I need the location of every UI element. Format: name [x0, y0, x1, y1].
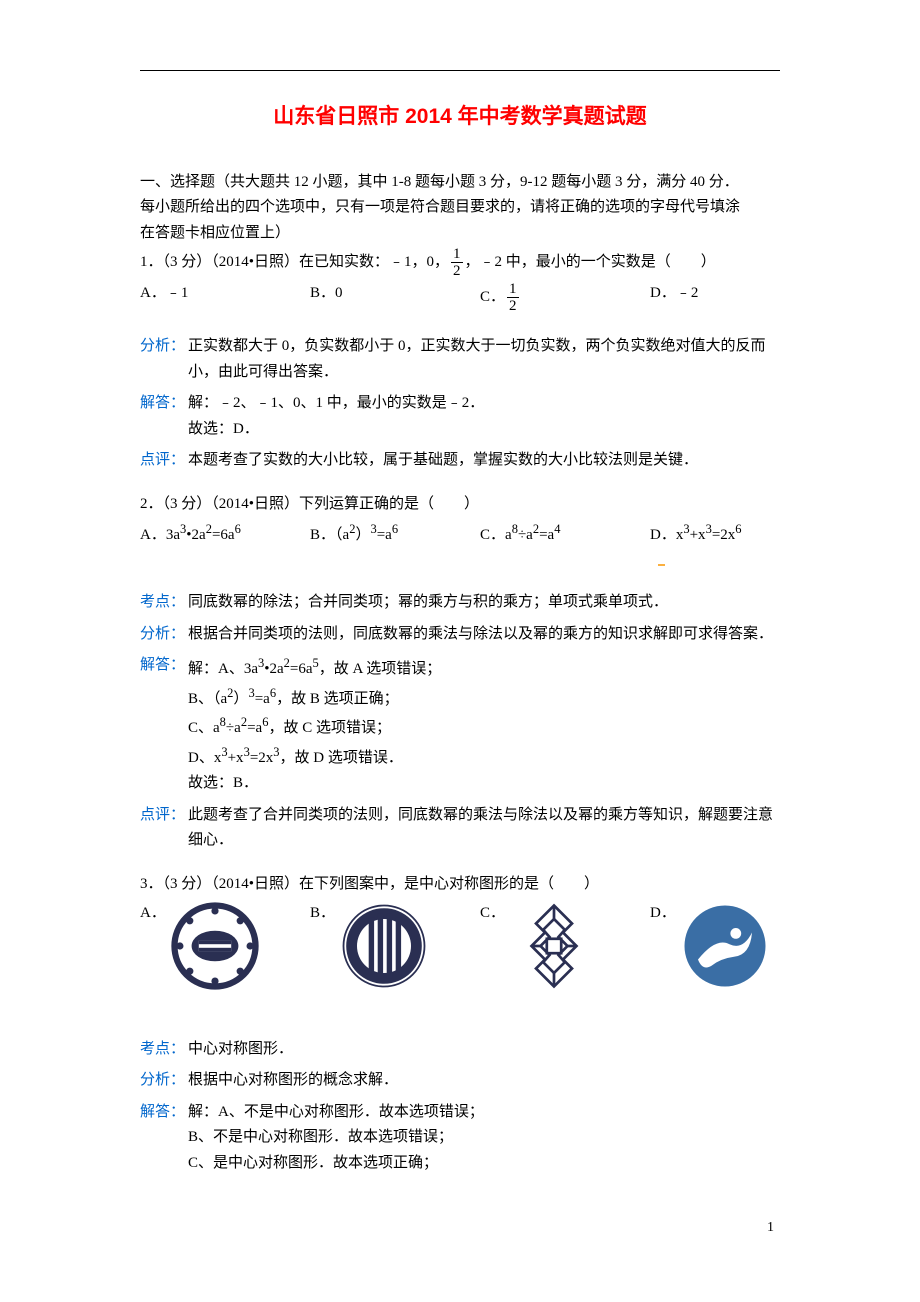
kaodian-text: 同底数幂的除法；合并同类项；幂的乘方与积的乘方；单项式乘单项式． — [188, 590, 780, 616]
q1-answer: 解答： 解：﹣2、﹣1、0、1 中，最小的实数是﹣2． 故选：D． — [140, 391, 780, 442]
analysis-text: 正实数都大于 0，负实数都小于 0，正实数大于一切负实数，两个负实数绝对值大的反… — [188, 334, 780, 385]
q3-options: A． B． — [140, 901, 780, 1001]
q3-option-c: C． — [480, 901, 650, 1001]
answer-line: 解：A、3a3•2a2=6a5，故 A 选项错误； — [188, 653, 780, 683]
fraction-bottom: 2 — [507, 298, 519, 314]
section-intro-line: 在答题卡相应位置上） — [140, 221, 780, 247]
option-label: D． — [650, 901, 676, 927]
answer-line: D、x3+x3=2x3，故 D 选项错误． — [188, 742, 780, 772]
q2-analysis: 分析： 根据合并同类项的法则，同底数幂的乘法与除法以及幂的乘方的知识求解即可求得… — [140, 622, 780, 648]
analysis-label: 分析： — [140, 622, 188, 648]
top-rule — [140, 70, 780, 71]
option-label: B． — [310, 527, 335, 543]
answer-body: 解：A、3a3•2a2=6a5，故 A 选项错误； B、（a2）3=a6，故 B… — [188, 653, 780, 797]
review-text: 此题考查了合并同类项的法则，同底数幂的乘法与除法以及幂的乘方等知识，解题要注意细… — [188, 803, 780, 854]
q1-option-c: C．12 — [480, 281, 650, 314]
q2-option-a: A．3a3•2a2=6a6 — [140, 519, 310, 549]
emblem-icon — [680, 901, 770, 1001]
q2-option-c: C．a8÷a2=a4 — [480, 519, 650, 549]
option-text: 0 — [335, 285, 343, 301]
document-title: 山东省日照市 2014 年中考数学真题试题 — [140, 99, 780, 135]
kaodian-text: 中心对称图形． — [188, 1037, 780, 1063]
q2-option-b: B．（a2）3=a6 — [310, 519, 480, 549]
option-text: 3a3•2a2=6a6 — [166, 527, 241, 543]
fraction: 12 — [451, 246, 463, 279]
q2-answer: 解答： 解：A、3a3•2a2=6a5，故 A 选项错误； B、（a2）3=a6… — [140, 653, 780, 797]
emblem-icon — [509, 901, 599, 1001]
option-text: ﹣2 — [676, 285, 699, 301]
review-text: 本题考查了实数的大小比较，属于基础题，掌握实数的大小比较法则是关键． — [188, 448, 780, 474]
answer-line: C、a8÷a2=a6，故 C 选项错误； — [188, 712, 780, 742]
analysis-label: 分析： — [140, 334, 188, 385]
emblem-icon — [170, 901, 260, 1001]
q3-answer: 解答： 解：A、不是中心对称图形．故本选项错误； B、不是中心对称图形．故本选项… — [140, 1100, 780, 1177]
q2-options: A．3a3•2a2=6a6 B．（a2）3=a6 C．a8÷a2=a4 D．x3… — [140, 519, 780, 549]
q2-review: 点评： 此题考查了合并同类项的法则，同底数幂的乘法与除法以及幂的乘方等知识，解题… — [140, 803, 780, 854]
option-label: B． — [310, 285, 335, 301]
q1-review: 点评： 本题考查了实数的大小比较，属于基础题，掌握实数的大小比较法则是关键． — [140, 448, 780, 474]
q2-kaodian: 考点： 同底数幂的除法；合并同类项；幂的乘方与积的乘方；单项式乘单项式． — [140, 590, 780, 616]
answer-body: 解：A、不是中心对称图形．故本选项错误； B、不是中心对称图形．故本选项错误； … — [188, 1100, 780, 1177]
q3-option-a: A． — [140, 901, 310, 1001]
q1-stem-suffix: ，﹣2 中，最小的一个实数是（ ） — [465, 254, 716, 270]
option-label: D． — [650, 285, 676, 301]
q3-option-b: B． — [310, 901, 480, 1001]
q3-stem: 3．（3 分）（2014•日照）在下列图案中，是中心对称图形的是（ ） — [140, 872, 780, 898]
analysis-label: 分析： — [140, 1068, 188, 1094]
q1-stem: 1．（3 分）（2014•日照）在已知实数：﹣1，0，12，﹣2 中，最小的一个… — [140, 246, 780, 279]
option-label: A． — [140, 285, 166, 301]
q2-stem: 2．（3 分）（2014•日照）下列运算正确的是（ ） — [140, 492, 780, 518]
answer-line: 故选：B． — [188, 771, 780, 797]
option-text: （a2）3=a6 — [335, 527, 398, 543]
fraction-top: 1 — [507, 281, 519, 298]
q1-option-a: A．﹣1 — [140, 281, 310, 314]
q3-analysis: 分析： 根据中心对称图形的概念求解． — [140, 1068, 780, 1094]
fraction-bottom: 2 — [451, 263, 463, 279]
review-label: 点评： — [140, 803, 188, 854]
option-text: a8÷a2=a4 — [505, 527, 560, 543]
kaodian-label: 考点： — [140, 590, 188, 616]
answer-line: B、（a2）3=a6，故 B 选项正确； — [188, 683, 780, 713]
q2-option-d: D．x3+x3=2x6 — [650, 519, 780, 549]
q3-option-d: D． — [650, 901, 780, 1001]
option-label: C． — [480, 289, 505, 305]
q1-option-d: D．﹣2 — [650, 281, 780, 314]
answer-line: 故选：D． — [188, 417, 780, 443]
option-label: A． — [140, 527, 166, 543]
fraction-top: 1 — [451, 246, 463, 263]
q1-options: A．﹣1 B．0 C．12 D．﹣2 — [140, 281, 780, 314]
analysis-text: 根据中心对称图形的概念求解． — [188, 1068, 780, 1094]
q1-analysis: 分析： 正实数都大于 0，负实数都小于 0，正实数大于一切负实数，两个负实数绝对… — [140, 334, 780, 385]
page-number: 1 — [140, 1216, 780, 1240]
q1-option-b: B．0 — [310, 281, 480, 314]
page-container: { "colors": { "title": "#ff0000", "label… — [70, 0, 850, 1280]
option-text: ﹣1 — [166, 285, 189, 301]
answer-body: 解：﹣2、﹣1、0、1 中，最小的实数是﹣2． 故选：D． — [188, 391, 780, 442]
highlight-mark — [140, 553, 780, 579]
analysis-text: 根据合并同类项的法则，同底数幂的乘法与除法以及幂的乘方的知识求解即可求得答案． — [188, 622, 780, 648]
kaodian-label: 考点： — [140, 1037, 188, 1063]
review-label: 点评： — [140, 448, 188, 474]
option-label: C． — [480, 527, 505, 543]
q3-kaodian: 考点： 中心对称图形． — [140, 1037, 780, 1063]
option-label: B． — [310, 901, 335, 927]
option-text: x3+x3=2x6 — [676, 527, 742, 543]
answer-label: 解答： — [140, 653, 188, 797]
answer-label: 解答： — [140, 391, 188, 442]
answer-line: 解：A、不是中心对称图形．故本选项错误； — [188, 1100, 780, 1126]
section-intro-line: 一、选择题（共大题共 12 小题，其中 1-8 题每小题 3 分，9-12 题每… — [140, 170, 780, 196]
answer-line: 解：﹣2、﹣1、0、1 中，最小的实数是﹣2． — [188, 391, 780, 417]
q1-stem-prefix: 1．（3 分）（2014•日照）在已知实数：﹣1，0， — [140, 254, 449, 270]
option-label: A． — [140, 901, 166, 927]
answer-line: C、是中心对称图形．故本选项正确； — [188, 1151, 780, 1177]
section-intro-line: 每小题所给出的四个选项中，只有一项是符合题目要求的，请将正确的选项的字母代号填涂 — [140, 195, 780, 221]
fraction: 12 — [507, 281, 519, 314]
option-label: C． — [480, 901, 505, 927]
answer-label: 解答： — [140, 1100, 188, 1177]
answer-line: B、不是中心对称图形．故本选项错误； — [188, 1125, 780, 1151]
emblem-icon — [339, 901, 429, 1001]
option-label: D． — [650, 527, 676, 543]
